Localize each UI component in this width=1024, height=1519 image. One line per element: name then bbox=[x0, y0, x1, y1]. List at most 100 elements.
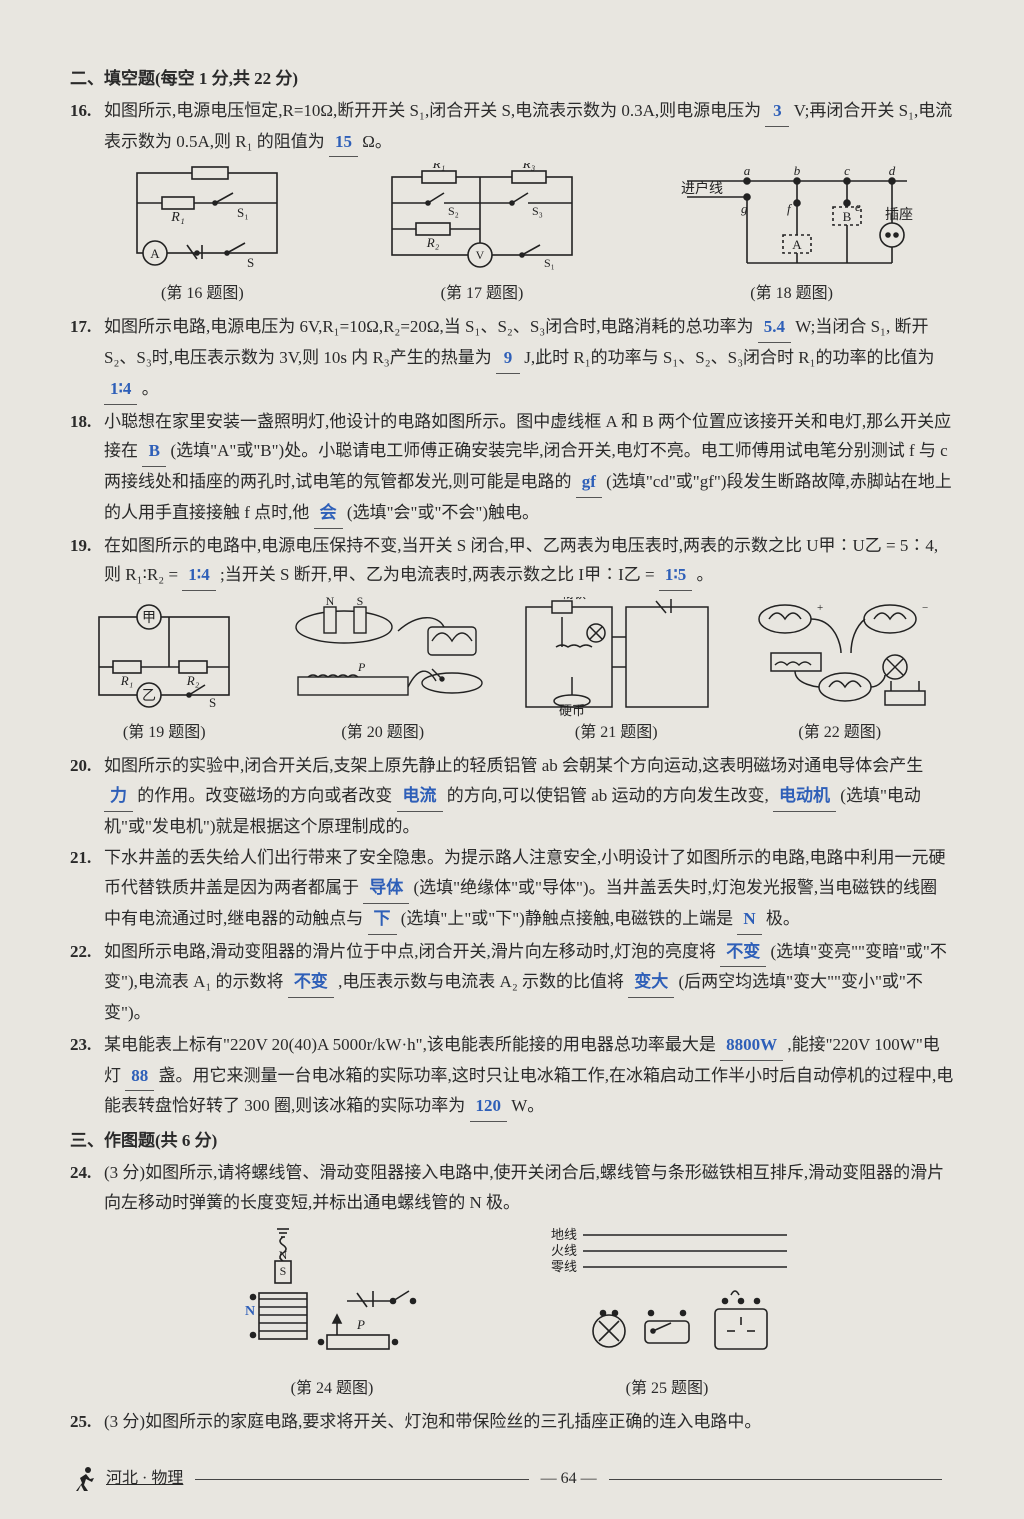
q23-a2: 88 bbox=[125, 1061, 154, 1092]
q20-body: 如图所示的实验中,闭合开关后,支架上原先静止的轻质铝管 ab 会朝某个方向运动,… bbox=[104, 751, 954, 841]
svg-text:N: N bbox=[245, 1304, 255, 1319]
q19-number: 19. bbox=[70, 531, 104, 592]
fig18-circuit: a b c d 进户线 f g e B A bbox=[667, 163, 917, 278]
svg-text:S: S bbox=[209, 695, 216, 710]
svg-text:c: c bbox=[844, 163, 850, 178]
q20-a3: 电动机 bbox=[773, 781, 836, 812]
q20-a1: 力 bbox=[104, 781, 133, 812]
fig22-caption: (第 22 题图) bbox=[798, 719, 881, 747]
q23-t1: 某电能表上标有"220V 20(40)A 5000r/kW·h",该电能表所能接… bbox=[104, 1035, 716, 1054]
svg-text:乙: 乙 bbox=[142, 688, 156, 704]
q17-t3: J,此时 R₁的功率与 S₁、S₂、S₃闭合时 R₁的功率的比值为 bbox=[524, 348, 934, 367]
svg-text:b: b bbox=[793, 163, 800, 178]
footer-subject: 河北 · 物理 bbox=[106, 1465, 183, 1493]
svg-text:+: + bbox=[817, 602, 823, 614]
svg-text:零线: 零线 bbox=[551, 1259, 577, 1274]
figure-row-3: S N N P (第 24 题图) 地线 火线 零线 bbox=[70, 1223, 954, 1403]
q19-a2: 1∶5 bbox=[659, 560, 692, 591]
svg-text:S₃: S₃ bbox=[532, 204, 543, 218]
q24-t1: (3 分)如图所示,请将螺线管、滑动变阻器接入电路中,使开关闭合后,螺线管与条形… bbox=[104, 1163, 944, 1212]
figure-row-1: R R₁ S₁ A S (第 16 题图) bbox=[70, 163, 954, 308]
q23-a3: 120 bbox=[470, 1091, 508, 1122]
q17-t4: 。 bbox=[142, 379, 159, 398]
svg-text:f: f bbox=[787, 201, 793, 216]
svg-text:A: A bbox=[151, 246, 161, 261]
question-23: 23. 某电能表上标有"220V 20(40)A 5000r/kW·h",该电能… bbox=[70, 1030, 954, 1122]
q16-t3: Ω。 bbox=[362, 132, 392, 151]
q22-number: 22. bbox=[70, 937, 104, 1028]
fig20-apparatus: N S P bbox=[268, 597, 498, 717]
footer-page: — 64 — bbox=[541, 1465, 597, 1493]
section-3-header: 三、作图题(共 6 分) bbox=[70, 1126, 954, 1156]
svg-text:S: S bbox=[280, 1264, 287, 1278]
fig19-cell: 甲 R₁ R₂ 乙 S (第 19 题图) bbox=[79, 597, 249, 747]
fig17-cell: R₁ R₃ S₂ S₃ R₂ V bbox=[372, 163, 592, 308]
q20-a2: 电流 bbox=[397, 781, 443, 812]
fig24-cell: S N N P (第 24 题图) bbox=[217, 1223, 447, 1403]
fig22-circuit: + − bbox=[735, 597, 945, 717]
svg-text:N: N bbox=[325, 597, 334, 608]
svg-text:R₁: R₁ bbox=[171, 210, 185, 225]
svg-text:R₁: R₁ bbox=[432, 163, 445, 171]
q22-t3: ,电压表示数与电流表 A₂ 示数的比值将 bbox=[338, 972, 624, 991]
q19-t3: 。 bbox=[697, 565, 714, 584]
q19-body: 在如图所示的电路中,电源电压保持不变,当开关 S 闭合,甲、乙两表为电压表时,两… bbox=[104, 531, 954, 592]
svg-text:S: S bbox=[356, 597, 363, 608]
fig19-caption: (第 19 题图) bbox=[123, 719, 206, 747]
svg-text:B: B bbox=[842, 209, 851, 224]
fig18-caption: (第 18 题图) bbox=[750, 280, 833, 308]
fig25-caption: (第 25 题图) bbox=[626, 1375, 709, 1403]
q20-t2: 的作用。改变磁场的方向或者改变 bbox=[137, 786, 392, 805]
q16-a1: 3 bbox=[765, 96, 789, 127]
q23-number: 23. bbox=[70, 1030, 104, 1122]
q17-t1: 如图所示电路,电源电压为 6V,R₁=10Ω,R₂=20Ω,当 S₁、S₂、S₃… bbox=[104, 317, 753, 336]
svg-text:S₁: S₁ bbox=[237, 205, 249, 220]
q21-t4: 极。 bbox=[766, 909, 800, 928]
fig16-cell: R R₁ S₁ A S (第 16 题图) bbox=[107, 163, 297, 308]
svg-text:R: R bbox=[205, 163, 215, 167]
footer-rule-left bbox=[195, 1479, 528, 1480]
q17-a2: 9 bbox=[496, 343, 520, 374]
question-16: 16. 如图所示,电源电压恒定,R=10Ω,断开开关 S₁,闭合开关 S,电流表… bbox=[70, 96, 954, 158]
fig21-cell: 衔铁 硬币 (第 21 题图) bbox=[516, 597, 716, 747]
q19-t2: ;当开关 S 断开,甲、乙为电流表时,两表示数之比 I甲∶I乙 = bbox=[220, 565, 655, 584]
svg-text:P: P bbox=[357, 660, 366, 674]
fig21-circuit: 衔铁 硬币 bbox=[516, 597, 716, 717]
q21-body: 下水井盖的丢失给人们出行带来了安全隐患。为提示路人注意安全,小明设计了如图所示的… bbox=[104, 843, 954, 934]
svg-text:P: P bbox=[356, 1317, 365, 1332]
q18-t4: (选填"会"或"不会")触电。 bbox=[347, 503, 539, 522]
svg-text:V: V bbox=[476, 248, 485, 262]
fig20-caption: (第 20 题图) bbox=[341, 719, 424, 747]
q18-a2: gf bbox=[576, 467, 602, 498]
question-24: 24. (3 分)如图所示,请将螺线管、滑动变阻器接入电路中,使开关闭合后,螺线… bbox=[70, 1158, 954, 1218]
section-2-header: 二、填空题(每空 1 分,共 22 分) bbox=[70, 64, 954, 94]
fig25-circuit: 地线 火线 零线 bbox=[527, 1223, 807, 1373]
q16-body: 如图所示,电源电压恒定,R=10Ω,断开开关 S₁,闭合开关 S,电流表示数为 … bbox=[104, 96, 954, 158]
q20-t1: 如图所示的实验中,闭合开关后,支架上原先静止的轻质铝管 ab 会朝某个方向运动,… bbox=[104, 756, 923, 775]
q25-body: (3 分)如图所示的家庭电路,要求将开关、灯泡和带保险丝的三孔插座正确的连入电路… bbox=[104, 1407, 954, 1437]
q20-t3: 的方向,可以使铝管 ab 运动的方向发生改变, bbox=[447, 786, 769, 805]
q22-body: 如图所示电路,滑动变阻器的滑片位于中点,闭合开关,滑片向左移动时,灯泡的亮度将 … bbox=[104, 937, 954, 1028]
svg-text:R₂: R₂ bbox=[426, 235, 440, 250]
svg-text:S₂: S₂ bbox=[448, 204, 459, 218]
fig17-circuit: R₁ R₃ S₂ S₃ R₂ V bbox=[372, 163, 592, 278]
fig16-caption: (第 16 题图) bbox=[161, 280, 244, 308]
q21-a1: 导体 bbox=[363, 873, 409, 904]
fig24-circuit: S N N P bbox=[217, 1223, 447, 1373]
q24-number: 24. bbox=[70, 1158, 104, 1218]
q25-number: 25. bbox=[70, 1407, 104, 1437]
runner-icon bbox=[70, 1465, 98, 1493]
q22-a3: 变大 bbox=[628, 967, 674, 998]
q16-a2: 15 bbox=[329, 127, 358, 158]
svg-text:R₃: R₃ bbox=[522, 163, 535, 171]
fig24-caption: (第 24 题图) bbox=[291, 1375, 374, 1403]
fig18-cell: a b c d 进户线 f g e B A bbox=[667, 163, 917, 308]
q17-a1: 5.4 bbox=[758, 312, 791, 343]
svg-text:A: A bbox=[792, 237, 802, 252]
question-17: 17. 如图所示电路,电源电压为 6V,R₁=10Ω,R₂=20Ω,当 S₁、S… bbox=[70, 312, 954, 404]
q17-number: 17. bbox=[70, 312, 104, 404]
figure-row-2: 甲 R₁ R₂ 乙 S (第 19 题图) N S bbox=[70, 597, 954, 747]
fig22-cell: + − (第 22 题图) bbox=[735, 597, 945, 747]
q18-a1: B bbox=[142, 436, 166, 467]
svg-text:进户线: 进户线 bbox=[681, 180, 723, 197]
